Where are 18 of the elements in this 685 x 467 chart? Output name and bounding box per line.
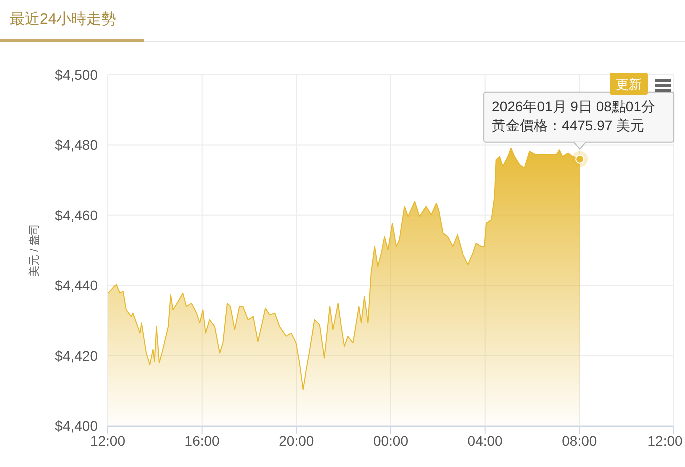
x-tick-label: 12:00: [90, 433, 126, 449]
x-tick-label: 20:00: [279, 433, 314, 449]
x-tick-label: 04:00: [468, 433, 504, 449]
y-tick-label: $4,460: [55, 207, 98, 224]
x-tick-label: 12:00: [648, 433, 683, 449]
y-tick-label: $4,440: [55, 278, 98, 294]
x-tick-label: 16:00: [184, 433, 220, 449]
annotation: 黃金價格：4475.97 美元: [492, 117, 645, 134]
chart-title: 最近24小時走勢: [10, 11, 117, 28]
annotation: 2026年01月 9日 08點01分: [492, 98, 656, 114]
y-axis-title: 美元 / 盎司: [28, 224, 41, 278]
y-tick-label: $4,420: [55, 348, 98, 364]
annotation: 更新: [616, 77, 642, 92]
x-tick-label: 00:00: [373, 433, 409, 449]
y-tick-label: $4,480: [55, 137, 98, 154]
y-tick-label: $4,500: [55, 67, 98, 83]
x-tick-label: 08:00: [562, 433, 598, 449]
y-tick-label: $4,400: [55, 418, 98, 434]
